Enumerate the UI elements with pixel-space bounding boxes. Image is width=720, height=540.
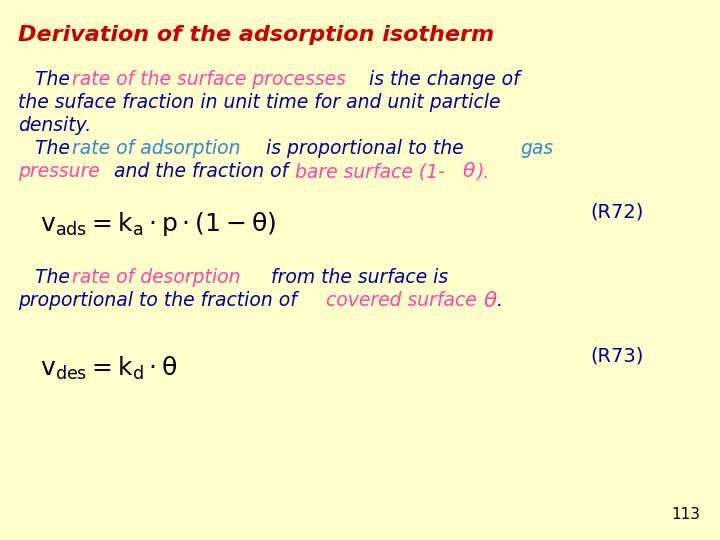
Text: rate of adsorption: rate of adsorption	[72, 139, 240, 158]
Text: the suface fraction in unit time for and unit particle: the suface fraction in unit time for and…	[18, 93, 500, 112]
Text: gas: gas	[520, 139, 553, 158]
Text: $\theta$: $\theta$	[462, 162, 476, 181]
Text: Derivation of the adsorption isotherm: Derivation of the adsorption isotherm	[18, 25, 494, 45]
Text: rate of desorption: rate of desorption	[72, 268, 240, 287]
Text: is proportional to the: is proportional to the	[260, 139, 469, 158]
Text: bare surface (1-: bare surface (1-	[295, 162, 445, 181]
Text: The: The	[35, 70, 76, 89]
Text: from the surface is: from the surface is	[265, 268, 448, 287]
Text: rate of the surface processes: rate of the surface processes	[72, 70, 346, 89]
Text: $\mathrm{v_{ads} = k_a \cdot p \cdot (1 - \theta)}$: $\mathrm{v_{ads} = k_a \cdot p \cdot (1 …	[40, 210, 276, 238]
Text: (R72): (R72)	[590, 202, 644, 221]
Text: $\theta$: $\theta$	[483, 291, 498, 311]
Text: is the change of: is the change of	[363, 70, 520, 89]
Text: ).: ).	[476, 162, 490, 181]
Text: density.: density.	[18, 116, 91, 135]
Text: covered surface: covered surface	[326, 291, 482, 310]
Text: pressure: pressure	[18, 162, 100, 181]
Text: The: The	[35, 268, 76, 287]
Text: 113: 113	[671, 507, 700, 522]
Text: (R73): (R73)	[590, 347, 644, 366]
Text: proportional to the fraction of: proportional to the fraction of	[18, 291, 303, 310]
Text: $\mathrm{v_{des} = k_d \cdot \theta}$: $\mathrm{v_{des} = k_d \cdot \theta}$	[40, 355, 178, 382]
Text: .: .	[497, 291, 503, 310]
Text: The: The	[35, 139, 76, 158]
Text: and the fraction of: and the fraction of	[108, 162, 294, 181]
